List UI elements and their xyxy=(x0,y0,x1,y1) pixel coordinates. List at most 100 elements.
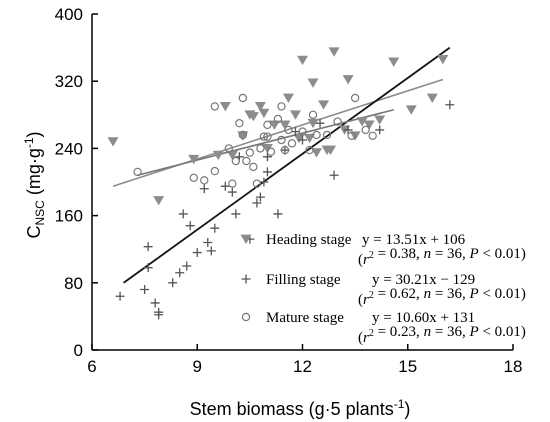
data-point xyxy=(342,75,354,85)
data-point xyxy=(333,117,342,126)
data-point xyxy=(343,125,353,135)
data-point xyxy=(329,170,339,180)
data-point xyxy=(298,127,307,136)
data-point xyxy=(227,187,237,197)
legend-marker xyxy=(240,234,252,244)
series-mature-stage xyxy=(133,93,377,188)
data-point xyxy=(254,102,266,112)
data-point xyxy=(237,131,249,141)
data-point xyxy=(445,100,455,110)
data-point xyxy=(261,144,273,154)
data-point xyxy=(228,179,237,188)
data-point xyxy=(219,102,231,112)
legend-stats: (r2 = 0.38, n = 36, P < 0.01) xyxy=(358,246,526,268)
data-point xyxy=(168,278,178,288)
y-tick-label: 80 xyxy=(64,274,83,293)
data-point xyxy=(245,148,255,157)
data-point xyxy=(255,192,265,202)
data-point xyxy=(311,148,323,158)
legend-entry-filling-stage: Filling stage y = 30.21x − 129(r2 = 0.62,… xyxy=(241,272,526,308)
data-points xyxy=(107,47,455,320)
data-point xyxy=(426,93,438,103)
data-point xyxy=(273,114,283,124)
data-point xyxy=(231,156,241,166)
legend-stats: (r2 = 0.62, n = 36, P < 0.01) xyxy=(358,286,526,308)
data-point xyxy=(304,133,316,144)
data-point xyxy=(143,242,153,252)
legend-entry-heading-stage: Heading stage y = 13.51x + 106(r2 = 0.38,… xyxy=(240,232,526,268)
data-point xyxy=(182,261,192,271)
data-point xyxy=(405,105,417,115)
data-point xyxy=(315,118,325,128)
x-tick-label: 12 xyxy=(293,357,312,376)
data-point xyxy=(287,139,297,148)
data-point xyxy=(247,112,259,122)
data-point xyxy=(437,54,449,65)
data-point xyxy=(279,120,291,130)
data-point xyxy=(238,130,248,140)
legend-equation: y = 13.51x + 106 xyxy=(362,232,466,248)
data-point xyxy=(154,307,164,317)
y-tick-label: 240 xyxy=(55,139,83,158)
data-point xyxy=(266,147,276,156)
data-point xyxy=(206,246,216,256)
y-tick-label: 320 xyxy=(55,72,83,91)
y-axis-title: CNSC (mg·g-1) xyxy=(22,131,47,238)
legend: Heading stage y = 13.51x + 106(r2 = 0.38,… xyxy=(240,232,526,346)
x-tick-label: 18 xyxy=(504,357,523,376)
data-point xyxy=(375,125,385,135)
data-point xyxy=(322,130,332,140)
legend-label: Mature stage xyxy=(266,310,344,326)
data-point xyxy=(307,118,319,129)
data-point xyxy=(259,177,269,187)
data-point xyxy=(259,132,269,141)
y-tick-label: 0 xyxy=(74,341,83,360)
data-point xyxy=(289,110,301,120)
legend-label: Filling stage xyxy=(266,272,341,288)
data-point xyxy=(252,179,262,188)
data-point xyxy=(273,209,283,219)
data-point xyxy=(143,263,153,273)
x-tick-label: 9 xyxy=(193,357,202,376)
data-point xyxy=(280,145,290,155)
data-point xyxy=(350,93,360,103)
data-point xyxy=(307,78,319,88)
data-point xyxy=(356,117,368,127)
data-point xyxy=(325,145,337,156)
data-point xyxy=(293,133,305,144)
data-point xyxy=(133,167,142,177)
data-point xyxy=(224,144,234,153)
y-tick-label: 400 xyxy=(55,5,83,24)
data-point xyxy=(258,108,270,119)
data-point xyxy=(368,131,377,140)
data-point xyxy=(308,110,318,120)
data-point xyxy=(199,184,209,194)
x-axis-title: Stem biomass (g·5 plants-1) xyxy=(190,397,411,419)
data-point xyxy=(252,198,262,208)
fit-line-filling-stage xyxy=(123,46,451,284)
data-point xyxy=(115,291,125,301)
data-point xyxy=(297,55,308,66)
data-point xyxy=(140,285,150,295)
series-heading-stage xyxy=(107,47,449,206)
data-point xyxy=(388,57,400,67)
data-point xyxy=(107,137,119,147)
data-point xyxy=(178,209,188,219)
fit-line-mature-stage xyxy=(137,108,394,177)
data-point xyxy=(150,298,160,308)
data-point xyxy=(277,135,286,145)
data-point xyxy=(374,115,386,125)
data-point xyxy=(185,221,195,231)
x-tick-label: 15 xyxy=(398,357,417,376)
data-point xyxy=(363,120,375,130)
data-point xyxy=(347,131,356,140)
data-point xyxy=(242,156,251,166)
fit-lines xyxy=(112,46,451,284)
data-point xyxy=(203,237,213,247)
data-point xyxy=(263,132,272,141)
legend-marker xyxy=(241,312,251,322)
data-point xyxy=(361,125,370,135)
legend-label: Heading stage xyxy=(266,232,352,248)
data-point xyxy=(231,209,241,219)
